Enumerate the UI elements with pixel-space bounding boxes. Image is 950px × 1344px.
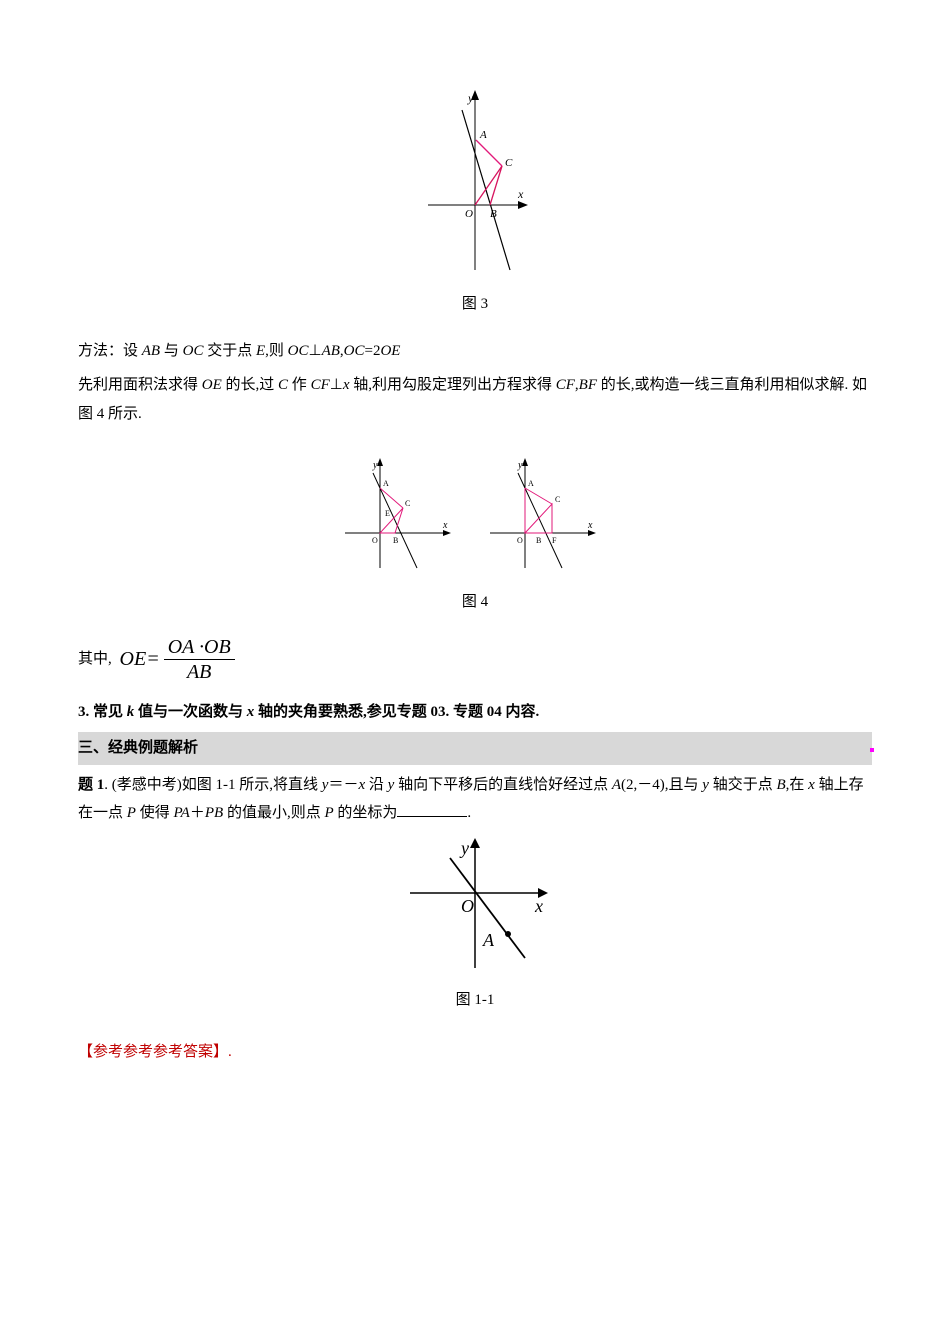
m1-oe: OE [380,343,400,359]
formula-prefix: 其中, [78,650,112,666]
fig11-A: A [482,930,495,950]
q1-t2: 沿 [365,777,388,793]
q1-t1: . (孝感中考)如图 1-1 所示,将直线 [104,777,322,793]
m1-mid1: 与 [160,343,183,359]
q1-PB: PB [205,805,223,821]
figure-1-1: y x O A [78,838,872,978]
section-header: 三、经典例题解析 [78,732,872,765]
item-3: 3. 常见 k 值与一次函数与 x 轴的夹角要熟悉,参见专题 03. 专题 04… [78,698,872,727]
fig4l-B: B [393,536,398,545]
method-para-2: 先利用面积法求得 OE 的长,过 C 作 CF⊥x 轴,利用勾股定理列出方程求得… [78,371,872,428]
q1-plus: ＋ [190,805,205,821]
figure-4-svg: y x A C E O B y x A C O B [325,458,625,578]
q1-t9: 的值最小,则点 [223,805,324,821]
q1-t8: 使得 [136,805,174,821]
formula-frac: OA ·OB AB [164,635,235,684]
q1-PA: PA [173,805,189,821]
caption-4: 图 4 [78,588,872,617]
q1-A: A [612,777,621,793]
formula-eq: = [146,640,160,678]
m2-p2: 的长,过 [222,377,278,393]
figure-1-1-svg: y x O A [395,838,555,978]
q1-y3: y [702,777,709,793]
m1-oc: OC [183,343,204,359]
m1-pre: 方法：设 [78,343,142,359]
fig3-pt-B: B [490,208,497,220]
fig3-y-label: y [467,91,474,105]
fig4l-E: E [385,509,390,518]
formula-num-b: OB [204,636,231,658]
m2-c: C [278,377,288,393]
q1-x2: x [808,777,815,793]
q1-eqneg: ＝－ [328,777,358,793]
formula-lhs: OE [120,640,147,678]
m1-oc2: OC [288,343,309,359]
m2-p4: 轴,利用勾股定理列出方程求得 [349,377,555,393]
m1-e: E [256,343,265,359]
q1-B: B [776,777,785,793]
figure-3: y x A C O B [78,90,872,280]
figure-3-svg: y x A C O B [420,90,530,280]
m2-bf: BF [579,377,597,393]
formula-oe: OE = OA ·OB AB [120,635,239,684]
fig4r-y: y [517,460,523,471]
m1-perp: ⊥ [309,343,322,359]
m1-ab: AB [142,343,160,359]
q1-t10: 的坐标为 [334,805,398,821]
fig4r-A: A [528,479,534,488]
i3-post: 轴的夹角要熟悉,参见专题 03. 专题 04 内容. [254,704,539,720]
fig4l-x: x [442,520,448,531]
q1-P: P [127,805,136,821]
fig3-x-label: x [517,187,524,201]
fig3-pt-O: O [465,208,473,220]
answer-label: 【参考参考参考答案】. [78,1038,872,1067]
formula-num-dot: · [194,636,204,658]
q1-pre: 题 1 [78,777,104,793]
i3-pre: 3. 常见 [78,704,127,720]
m2-perp: ⊥ [330,377,343,393]
m1-mid3: ,则 [265,343,288,359]
q1-t4: 且与 [669,777,703,793]
m1-oc3: OC [344,343,365,359]
m2-p3: 作 [288,377,311,393]
fig4l-A: A [383,479,389,488]
formula-line: 其中, OE = OA ·OB AB [78,635,872,684]
m2-cf2: CF [556,377,575,393]
fig11-O: O [461,896,474,916]
fig4r-x: x [587,520,593,531]
fig4r-B: B [536,536,541,545]
fig4l-O: O [372,536,378,545]
q1-P2: P [324,805,333,821]
fig11-x: x [534,896,543,916]
formula-num: OA ·OB [164,635,235,660]
fig11-y: y [459,838,469,858]
q1-coords: (2,－4), [621,777,669,793]
fig3-pt-A: A [479,129,487,141]
q1-period: . [467,805,471,821]
fig4l-y: y [372,460,378,471]
fig4r-O: O [517,536,523,545]
caption-1-1: 图 1-1 [78,986,872,1015]
caption-3: 图 3 [78,290,872,319]
q1-t5: 轴交于点 [709,777,777,793]
m1-ab2: AB [322,343,340,359]
fig3-pt-C: C [505,157,513,169]
method-para-1: 方法：设 AB 与 OC 交于点 E,则 OC⊥AB,OC=2OE [78,337,872,366]
m2-cf: CF [311,377,330,393]
i3-mid: 值与一次函数与 [134,704,247,720]
m2-oe: OE [202,377,222,393]
q1-t6: ,在 [786,777,809,793]
m2-p1: 先利用面积法求得 [78,377,202,393]
formula-num-a: OA [168,636,194,658]
figure-4: y x A C E O B y x A C O B [78,458,872,578]
q1-t3: 轴向下平移后的直线恰好经过点 [394,777,612,793]
m1-eq: =2 [365,343,381,359]
fig4r-F: F [552,536,557,545]
q1-blank [397,801,467,817]
question-1: 题 1. (孝感中考)如图 1-1 所示,将直线 y＝－x 沿 y 轴向下平移后… [78,771,872,828]
m1-mid2: 交于点 [203,343,256,359]
fig4l-C: C [405,499,410,508]
fig4r-C: C [555,495,560,504]
formula-den: AB [183,660,215,684]
